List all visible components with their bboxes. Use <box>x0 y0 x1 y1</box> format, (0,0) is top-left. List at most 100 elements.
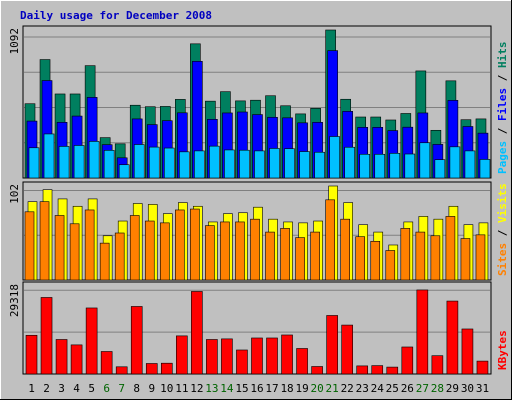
bar-pages-14 <box>224 149 235 179</box>
x-tick-label: 26 <box>401 382 414 395</box>
bar-pages-10 <box>163 147 175 179</box>
x-tick-label: 3 <box>58 382 65 395</box>
series-sites <box>24 199 486 281</box>
bar-sites-20 <box>310 231 320 281</box>
bar-sites-6 <box>99 242 110 281</box>
bar-sites-1 <box>24 211 35 281</box>
bar-pages-25 <box>389 153 401 179</box>
bar-kbytes-18 <box>281 334 293 375</box>
bar-sites-5 <box>84 209 95 281</box>
bar-pages-1 <box>28 147 40 179</box>
x-tick-label: 19 <box>295 382 308 395</box>
panel-hits-files-pages: 1092 Pages / Files / Hits <box>8 25 509 179</box>
x-tick-label: 1 <box>28 382 35 395</box>
bar-sites-15 <box>235 221 245 281</box>
x-tick-label: 20 <box>311 382 324 395</box>
side-legend: KBytes <box>496 330 509 370</box>
x-axis-labels: 1 2 3 4 5 6 7 8 9 10 11 12 13 14 15 16 17 18 19 20 21 22 23 24 2… <box>28 382 489 395</box>
x-tick-label: 13 <box>205 382 218 395</box>
series-kbytes <box>25 289 489 375</box>
bar-sites-11 <box>175 209 185 281</box>
side-legend-item: / <box>496 223 509 243</box>
bar-sites-7 <box>114 232 125 281</box>
x-tick-label: 8 <box>133 382 140 395</box>
x-tick-label: 25 <box>386 382 399 395</box>
bar-sites-29 <box>445 216 456 281</box>
bar-sites-3 <box>54 215 65 281</box>
bar-sites-10 <box>159 222 170 281</box>
x-tick-label: 30 <box>461 382 474 395</box>
bar-sites-25 <box>385 250 396 281</box>
x-tick-label: 14 <box>220 382 234 395</box>
y-max-label: 1092 <box>8 28 21 55</box>
bar-pages-4 <box>73 145 85 179</box>
side-legend-item: Sites <box>496 243 509 276</box>
panel-kbytes: 29318 KBytes <box>8 281 509 375</box>
bar-kbytes-11 <box>176 335 188 375</box>
chart-title: Daily usage for December 2008 <box>20 9 212 22</box>
bar-sites-18 <box>280 228 290 281</box>
bar-kbytes-6 <box>100 351 113 375</box>
bar-kbytes-1 <box>25 334 38 375</box>
bar-sites-9 <box>144 220 155 281</box>
chart-panels: 1092 Pages / Files / Hits 102 Sites / Visit… <box>8 25 509 375</box>
x-tick-label: 4 <box>73 382 80 395</box>
bar-kbytes-30 <box>461 328 474 375</box>
bar-sites-24 <box>370 240 381 281</box>
bar-kbytes-23 <box>356 365 369 375</box>
bar-pages-11 <box>179 151 190 179</box>
x-tick-label: 7 <box>118 382 125 395</box>
bar-sites-23 <box>355 236 366 281</box>
bar-pages-28 <box>434 159 446 179</box>
bar-kbytes-19 <box>296 348 308 375</box>
bar-kbytes-22 <box>341 324 353 375</box>
bar-pages-16 <box>254 150 265 179</box>
x-tick-label: 11 <box>175 382 188 395</box>
series-pages <box>28 133 491 179</box>
bar-kbytes-20 <box>311 366 323 375</box>
bar-pages-7 <box>118 164 130 179</box>
bar-kbytes-10 <box>160 362 173 375</box>
x-tick-label: 27 <box>416 382 429 395</box>
x-tick-label: 22 <box>341 382 354 395</box>
x-tick-label: 31 <box>476 382 489 395</box>
bar-sites-14 <box>220 221 230 281</box>
bar-pages-21 <box>329 136 340 179</box>
bar-kbytes-27 <box>416 289 429 375</box>
bar-pages-15 <box>239 149 250 179</box>
bar-pages-17 <box>269 148 280 179</box>
bar-kbytes-29 <box>446 300 459 375</box>
bar-pages-26 <box>404 153 416 179</box>
bar-pages-5 <box>88 141 100 179</box>
bar-pages-23 <box>359 153 371 179</box>
x-tick-label: 24 <box>371 382 385 395</box>
side-legend: Sites / Visits <box>496 183 509 276</box>
bar-pages-27 <box>419 142 431 179</box>
panel-visits-sites: 102 Sites / Visits <box>8 181 509 281</box>
bar-sites-26 <box>400 228 411 281</box>
bar-pages-24 <box>374 153 386 179</box>
y-max-label: 102 <box>8 184 21 204</box>
bar-kbytes-12 <box>191 291 203 375</box>
bar-kbytes-13 <box>206 339 218 375</box>
bar-sites-30 <box>460 238 471 281</box>
x-tick-label: 21 <box>326 382 339 395</box>
side-legend: Pages / Files / Hits <box>496 42 509 175</box>
bar-sites-31 <box>475 234 486 281</box>
x-tick-label: 12 <box>190 382 203 395</box>
side-legend-item: / <box>496 68 509 88</box>
bar-pages-22 <box>344 146 355 179</box>
bar-pages-8 <box>133 144 145 179</box>
bar-sites-28 <box>430 235 441 281</box>
bar-kbytes-21 <box>326 315 338 375</box>
bar-kbytes-2 <box>40 297 53 375</box>
bar-sites-8 <box>129 215 140 281</box>
x-tick-label: 28 <box>431 382 444 395</box>
bar-pages-18 <box>284 148 295 179</box>
bar-kbytes-25 <box>386 366 399 375</box>
bar-pages-6 <box>103 150 115 179</box>
bar-kbytes-31 <box>476 360 489 375</box>
bar-pages-3 <box>58 146 70 179</box>
side-legend-item: Hits <box>496 42 509 69</box>
